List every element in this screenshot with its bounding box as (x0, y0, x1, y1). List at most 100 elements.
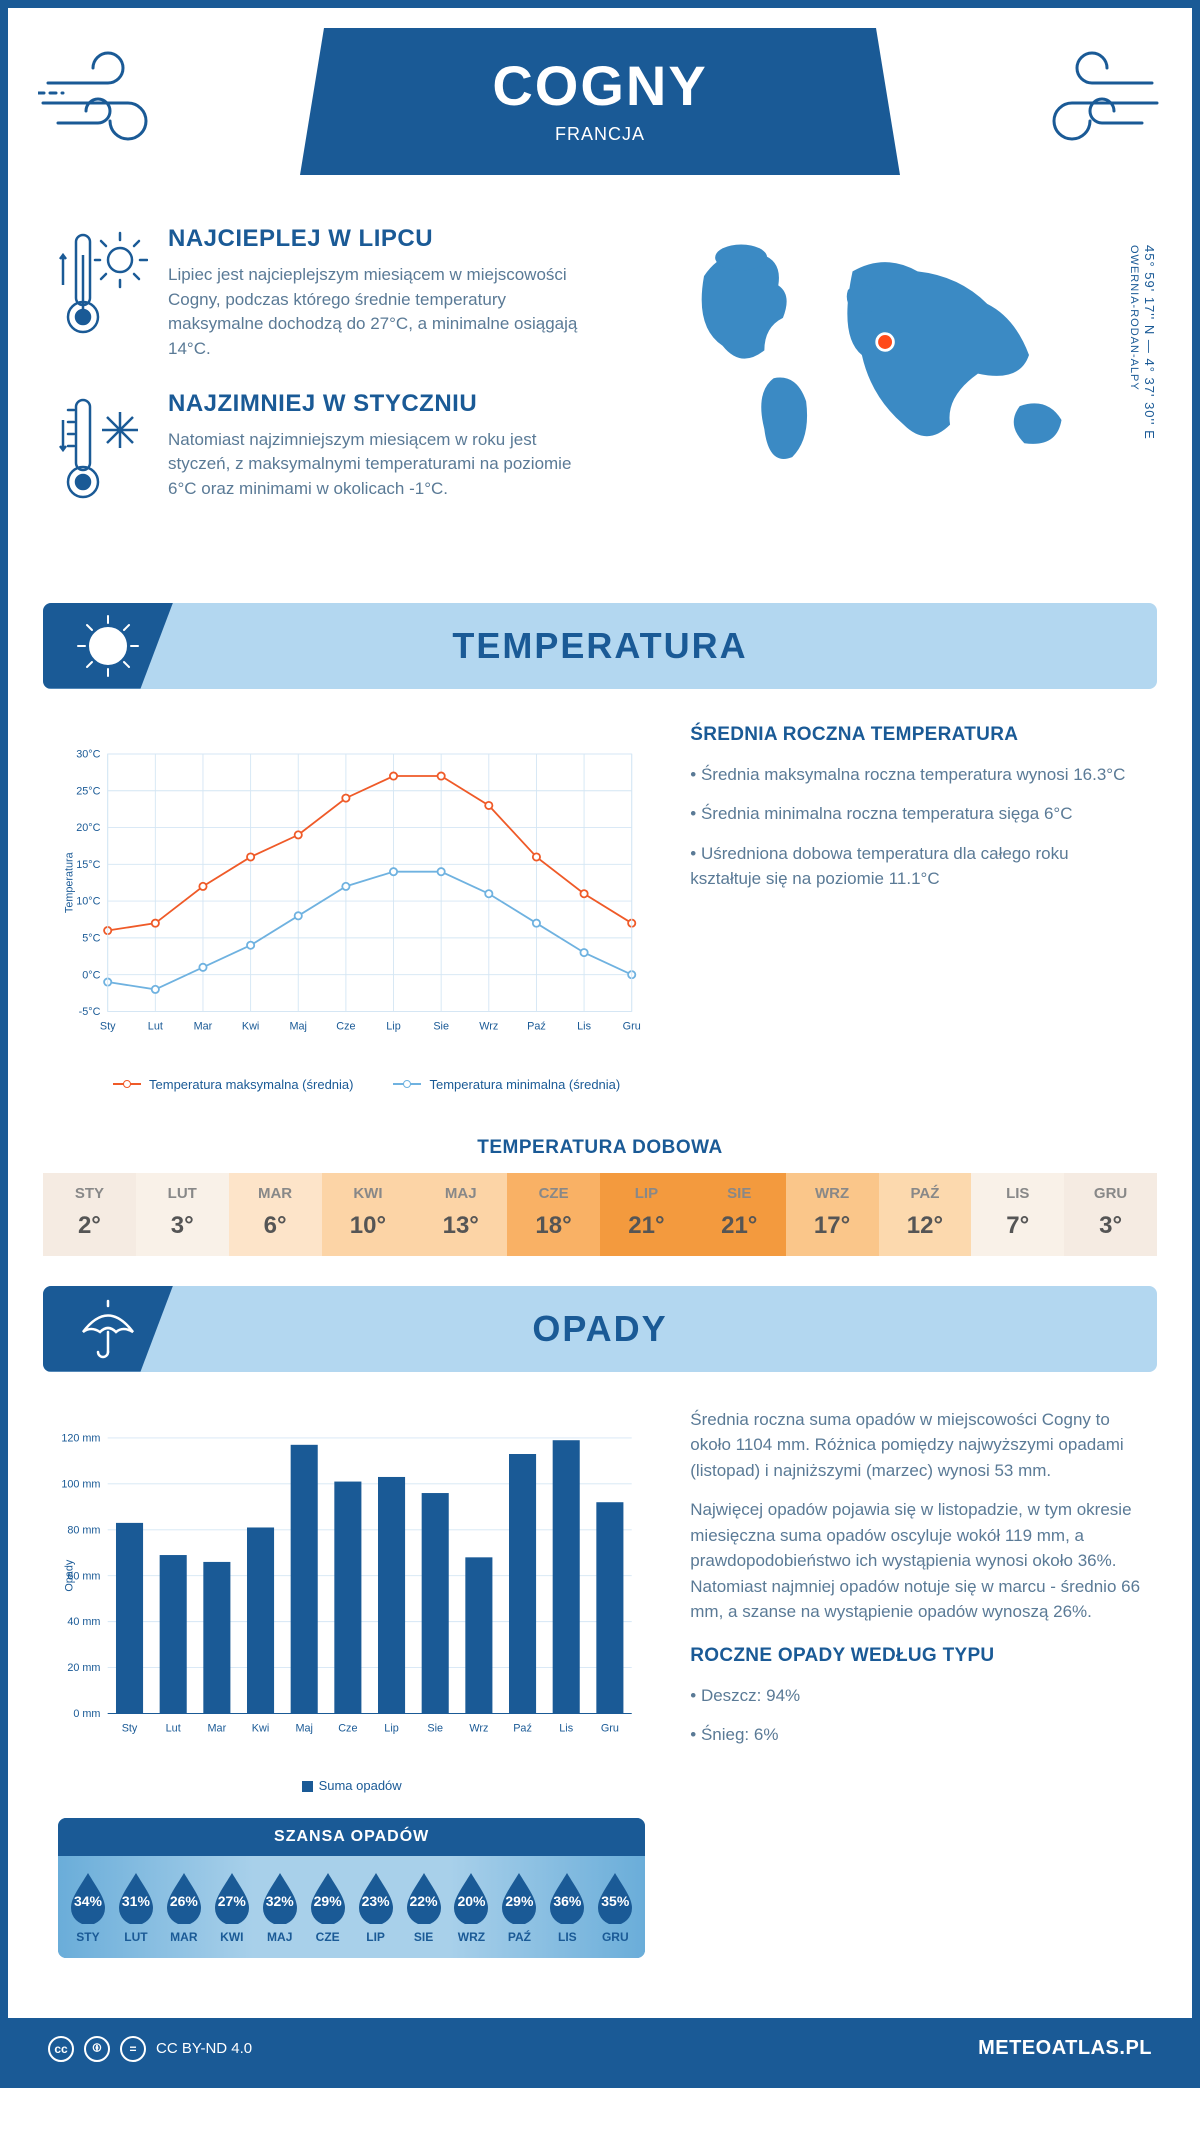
svg-text:120 mm: 120 mm (61, 1432, 100, 1444)
world-map (628, 225, 1142, 485)
daily-temp-cell: MAR6° (229, 1173, 322, 1256)
precip-chance-cell: 29%PAŹ (497, 1870, 541, 1944)
svg-text:Lut: Lut (166, 1722, 181, 1734)
raindrop-icon: 31% (115, 1870, 157, 1924)
raindrop-icon: 22% (403, 1870, 445, 1924)
daily-temp-cell: LIS7° (971, 1173, 1064, 1256)
raindrop-icon: 35% (594, 1870, 636, 1924)
svg-text:Kwi: Kwi (252, 1722, 269, 1734)
svg-text:Lis: Lis (577, 1020, 591, 1032)
fact-coldest-text: Natomiast najzimniejszym miesiącem w rok… (168, 428, 598, 502)
precip-chance-cell: 26%MAR (162, 1870, 206, 1944)
thermometer-snow-icon (58, 390, 148, 515)
location-country: FRANCJA (420, 124, 780, 145)
svg-text:Opady: Opady (63, 1559, 75, 1591)
footer: cc 🅯 = CC BY-ND 4.0 METEOATLAS.PL (8, 2018, 1192, 2080)
site-name: METEOATLAS.PL (978, 2037, 1152, 2060)
precip-chance-cell: 36%LIS (545, 1870, 589, 1944)
fact-coldest: NAJZIMNIEJ W STYCZNIU Natomiast najzimni… (58, 390, 598, 515)
temperature-heading: TEMPERATURA (43, 625, 1157, 667)
type-item: • Deszcz: 94% (690, 1683, 1142, 1709)
precip-chance-cell: 27%KWI (210, 1870, 254, 1944)
precipitation-text: Średnia roczna suma opadów w miejscowośc… (690, 1407, 1142, 1625)
svg-text:Lis: Lis (559, 1722, 573, 1734)
header: COGNY FRANCJA (8, 8, 1192, 205)
by-icon: 🅯 (84, 2036, 110, 2062)
svg-text:5°C: 5°C (82, 932, 100, 944)
svg-text:Lut: Lut (148, 1020, 163, 1032)
svg-text:Cze: Cze (336, 1020, 355, 1032)
svg-text:Sty: Sty (122, 1722, 138, 1734)
temperature-legend: Temperatura maksymalna (średnia) Tempera… (58, 1077, 645, 1092)
location-marker-icon (877, 334, 894, 351)
daily-temp-table: STY2°LUT3°MAR6°KWI10°MAJ13°CZE18°LIP21°S… (43, 1173, 1157, 1256)
svg-text:Lip: Lip (386, 1020, 400, 1032)
precip-chance-cell: 35%GRU (593, 1870, 637, 1944)
svg-text:Maj: Maj (295, 1722, 312, 1734)
daily-temp-cell: LUT3° (136, 1173, 229, 1256)
svg-text:0°C: 0°C (82, 969, 100, 981)
precip-type-list: • Deszcz: 94%• Śnieg: 6% (690, 1683, 1142, 1748)
paragraph: Najwięcej opadów pojawia się w listopadz… (690, 1497, 1142, 1625)
svg-text:Mar: Mar (208, 1722, 227, 1734)
precip-chance-heading: SZANSA OPADÓW (58, 1818, 645, 1856)
bullet-item: • Średnia maksymalna roczna temperatura … (690, 762, 1142, 788)
fact-coldest-heading: NAJZIMNIEJ W STYCZNIU (168, 390, 598, 418)
wind-decoration-right-icon (1012, 48, 1162, 148)
precip-chance-cell: 32%MAJ (258, 1870, 302, 1944)
fact-warmest-heading: NAJCIEPLEJ W LIPCU (168, 225, 598, 253)
daily-temp-cell: GRU3° (1064, 1173, 1157, 1256)
svg-text:Paź: Paź (513, 1722, 532, 1734)
section-banner-temperature: TEMPERATURA (43, 603, 1157, 689)
thermometer-sun-icon (58, 225, 148, 362)
precip-chance-cell: 22%SIE (402, 1870, 446, 1944)
svg-text:0 mm: 0 mm (73, 1708, 100, 1720)
svg-text:Wrz: Wrz (479, 1020, 498, 1032)
svg-text:25°C: 25°C (76, 785, 100, 797)
daily-temp-cell: WRZ17° (786, 1173, 879, 1256)
cc-icon: cc (48, 2036, 74, 2062)
raindrop-icon: 32% (259, 1870, 301, 1924)
bullet-item: • Średnia minimalna roczna temperatura s… (690, 801, 1142, 827)
svg-text:Mar: Mar (194, 1020, 213, 1032)
daily-temp-cell: MAJ13° (414, 1173, 507, 1256)
precipitation-legend: Suma opadów (58, 1778, 645, 1793)
svg-text:Kwi: Kwi (242, 1020, 259, 1032)
svg-text:10°C: 10°C (76, 895, 100, 907)
svg-text:-5°C: -5°C (79, 1006, 101, 1018)
daily-temp-cell: STY2° (43, 1173, 136, 1256)
coordinates-label: 45° 59' 17'' N — 4° 37' 30'' E OWERNIA-R… (1127, 245, 1157, 440)
raindrop-icon: 34% (67, 1870, 109, 1924)
daily-temp-cell: KWI10° (322, 1173, 415, 1256)
svg-text:Sie: Sie (433, 1020, 449, 1032)
raindrop-icon: 27% (211, 1870, 253, 1924)
precip-chance-cell: 20%WRZ (450, 1870, 494, 1944)
daily-temp-cell: PAŹ12° (879, 1173, 972, 1256)
precip-chance-cell: 31%LUT (114, 1870, 158, 1944)
svg-text:Lip: Lip (384, 1722, 398, 1734)
precipitation-bar-chart: 0 mm20 mm40 mm60 mm80 mm100 mm120 mmOpad… (58, 1407, 645, 1767)
svg-text:Maj: Maj (290, 1020, 307, 1032)
svg-text:20°C: 20°C (76, 822, 100, 834)
svg-text:30°C: 30°C (76, 748, 100, 760)
svg-text:Wrz: Wrz (469, 1722, 488, 1734)
title-banner: COGNY FRANCJA (300, 28, 900, 175)
svg-text:Cze: Cze (338, 1722, 357, 1734)
precip-chance-cell: 23%LIP (354, 1870, 398, 1944)
nd-icon: = (120, 2036, 146, 2062)
daily-temp-heading: TEMPERATURA DOBOWA (8, 1137, 1192, 1159)
precip-chance-box: SZANSA OPADÓW 34%STY 31%LUT 26%MAR 27%KW… (58, 1818, 645, 1958)
raindrop-icon: 23% (355, 1870, 397, 1924)
svg-text:20 mm: 20 mm (67, 1662, 100, 1674)
license-text: CC BY-ND 4.0 (156, 2040, 252, 2057)
raindrop-icon: 29% (498, 1870, 540, 1924)
bullet-item: • Uśredniona dobowa temperatura dla całe… (690, 841, 1142, 892)
precip-chance-cell: 29%CZE (306, 1870, 350, 1944)
fact-warmest: NAJCIEPLEJ W LIPCU Lipiec jest najcieple… (58, 225, 598, 362)
avg-temp-bullets: • Średnia maksymalna roczna temperatura … (690, 762, 1142, 892)
svg-text:80 mm: 80 mm (67, 1524, 100, 1536)
umbrella-banner-icon (43, 1286, 173, 1372)
sun-banner-icon (43, 603, 173, 689)
precip-chance-cell: 34%STY (66, 1870, 110, 1944)
precipitation-heading: OPADY (43, 1308, 1157, 1350)
